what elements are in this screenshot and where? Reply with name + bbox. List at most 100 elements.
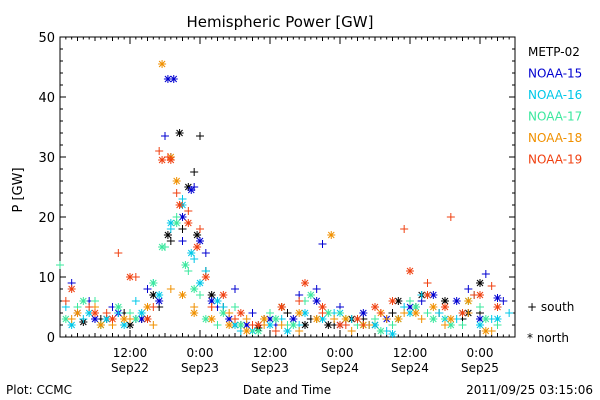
x-tick-date-label: Sep23 bbox=[181, 361, 219, 375]
point-south bbox=[330, 315, 339, 323]
point-north bbox=[187, 186, 196, 194]
point-north bbox=[163, 231, 172, 239]
point-north bbox=[406, 267, 414, 275]
x-tick-date-label: Sep23 bbox=[251, 361, 289, 375]
point-north bbox=[271, 315, 280, 323]
point-north bbox=[476, 291, 484, 299]
point-north bbox=[178, 291, 187, 299]
point-north bbox=[91, 309, 99, 317]
x-tick-time-label: 0:00 bbox=[327, 346, 354, 360]
point-north bbox=[289, 321, 298, 329]
point-north bbox=[388, 297, 397, 305]
point-south bbox=[423, 279, 432, 287]
point-north bbox=[353, 315, 362, 323]
point-south bbox=[161, 132, 169, 140]
point-south bbox=[435, 309, 444, 317]
point-south bbox=[417, 315, 426, 323]
point-south bbox=[382, 315, 391, 323]
point-south bbox=[61, 297, 70, 305]
point-south bbox=[441, 321, 449, 329]
point-north bbox=[318, 303, 327, 311]
point-south bbox=[231, 303, 239, 311]
point-south bbox=[149, 303, 158, 311]
point-north bbox=[493, 315, 502, 323]
point-north bbox=[187, 249, 196, 257]
point-south bbox=[347, 327, 356, 335]
point-north bbox=[429, 303, 438, 311]
point-north bbox=[225, 321, 234, 329]
point-south bbox=[336, 309, 344, 317]
point-south bbox=[423, 309, 432, 317]
point-south bbox=[172, 189, 181, 197]
point-north bbox=[196, 279, 204, 287]
point-north bbox=[190, 285, 199, 293]
point-north bbox=[301, 321, 309, 329]
point-north bbox=[464, 297, 473, 305]
point-south bbox=[318, 240, 327, 248]
point-north bbox=[126, 273, 134, 281]
point-south bbox=[388, 321, 397, 329]
point-south bbox=[213, 321, 222, 329]
point-south bbox=[207, 303, 216, 311]
point-north bbox=[441, 303, 449, 311]
point-south bbox=[178, 237, 187, 245]
point-south bbox=[476, 303, 484, 311]
point-north bbox=[169, 75, 178, 83]
point-north bbox=[446, 315, 455, 323]
point-south bbox=[458, 321, 467, 329]
point-north bbox=[96, 321, 105, 329]
point-north bbox=[73, 309, 82, 317]
point-north bbox=[301, 279, 309, 287]
point-north bbox=[236, 321, 245, 329]
legend-entry: NOAA-19 bbox=[528, 153, 582, 167]
point-north bbox=[388, 330, 397, 338]
point-south bbox=[166, 237, 175, 245]
point-south bbox=[271, 327, 280, 335]
point-north bbox=[476, 279, 484, 287]
point-south bbox=[184, 267, 193, 275]
point-north bbox=[441, 297, 449, 305]
point-north bbox=[201, 273, 210, 281]
point-north bbox=[175, 129, 184, 137]
point-south bbox=[114, 249, 123, 257]
y-tick-label: 50 bbox=[38, 31, 55, 46]
point-south bbox=[295, 327, 304, 335]
point-north bbox=[114, 303, 123, 311]
point-north bbox=[476, 321, 484, 329]
point-north bbox=[493, 294, 502, 302]
point-north bbox=[149, 279, 158, 287]
point-south bbox=[359, 321, 368, 329]
point-north bbox=[213, 297, 222, 305]
marker-legend-entry: + south bbox=[527, 300, 574, 314]
point-south bbox=[131, 297, 140, 305]
point-north bbox=[254, 327, 263, 335]
point-south bbox=[388, 309, 397, 317]
point-south bbox=[196, 132, 204, 140]
point-south bbox=[56, 261, 64, 269]
point-south bbox=[376, 309, 385, 317]
point-south bbox=[178, 225, 187, 233]
point-north bbox=[260, 315, 269, 323]
point-north bbox=[108, 315, 117, 323]
point-south bbox=[505, 309, 514, 317]
point-north bbox=[155, 291, 164, 299]
point-north bbox=[429, 315, 438, 323]
point-north bbox=[394, 297, 403, 305]
point-north bbox=[452, 297, 461, 305]
point-south bbox=[400, 309, 409, 317]
point-south bbox=[242, 315, 251, 323]
y-tick-label: 0 bbox=[47, 331, 55, 346]
point-north bbox=[190, 309, 199, 317]
point-south bbox=[231, 315, 239, 323]
point-north bbox=[254, 321, 263, 329]
point-south bbox=[155, 147, 164, 155]
point-south bbox=[283, 309, 292, 317]
point-south bbox=[190, 168, 199, 176]
point-south bbox=[225, 309, 234, 317]
point-north bbox=[193, 243, 202, 251]
point-south bbox=[493, 321, 502, 329]
x-axis: 12:00Sep220:00Sep2312:00Sep230:00Sep2412… bbox=[59, 37, 516, 375]
legend-entry: METP-02 bbox=[528, 45, 580, 59]
point-south bbox=[312, 285, 321, 293]
